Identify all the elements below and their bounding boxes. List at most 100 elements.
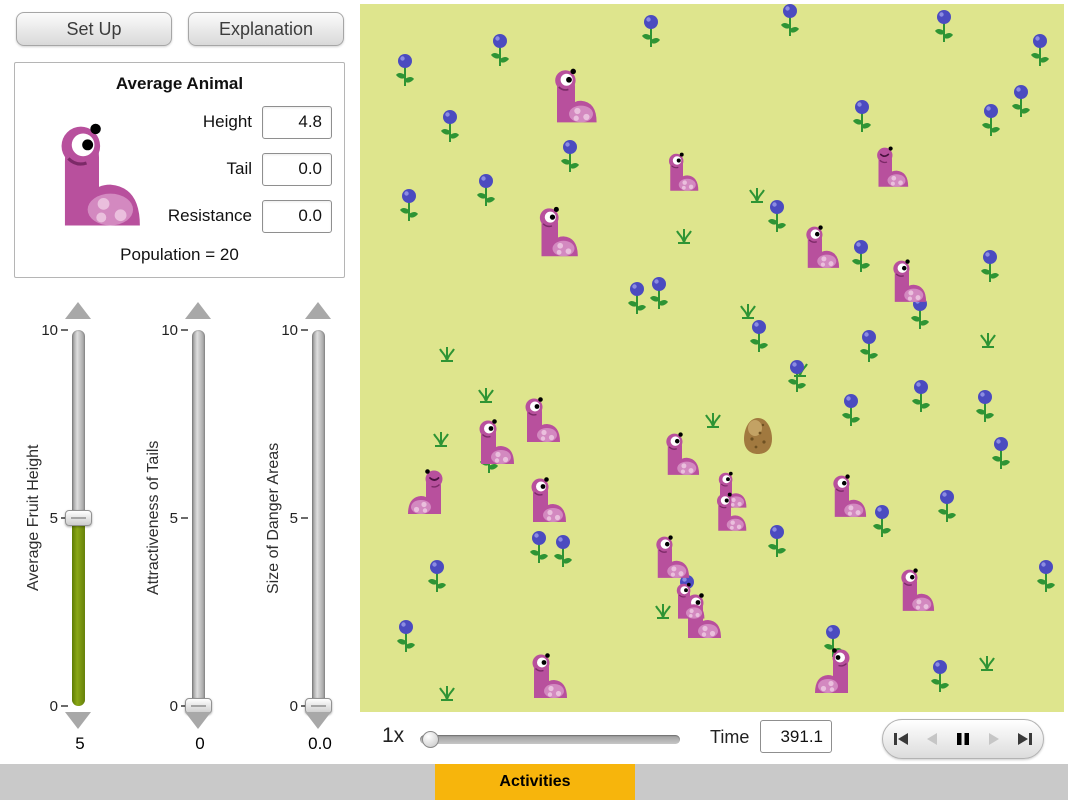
slider-value: 5 — [75, 734, 85, 753]
skip-to-end-button[interactable] — [1012, 725, 1038, 753]
bottom-bar: Activities — [0, 764, 1068, 800]
skip-to-start-button[interactable] — [888, 725, 914, 753]
creature[interactable] — [474, 418, 518, 466]
average-animal-panel: Average Animal Height 4.8 Tail 0.0 Resis… — [14, 62, 345, 278]
explanation-button[interactable]: Explanation — [188, 12, 344, 46]
slider-track[interactable] — [305, 330, 332, 714]
skip-to-start-icon — [894, 733, 908, 745]
slider-up-arrow[interactable] — [305, 302, 331, 319]
creature[interactable] — [888, 258, 930, 304]
step-back-button[interactable] — [919, 725, 945, 753]
fruit-plant — [553, 534, 573, 570]
fruit-plant — [975, 389, 995, 425]
tick-5: 5 — [22, 510, 68, 527]
fruit-plant — [980, 249, 1000, 285]
tick-mark — [181, 517, 188, 519]
slider-track[interactable] — [65, 330, 92, 706]
step-forward-icon — [989, 733, 999, 745]
fruit-plant — [780, 4, 800, 39]
grass-tuft — [438, 346, 456, 362]
step-back-icon — [927, 733, 937, 745]
creature[interactable] — [801, 224, 843, 270]
tail-row: Tail 0.0 — [226, 152, 332, 186]
creature[interactable] — [527, 652, 571, 700]
height-label: Height — [202, 112, 252, 131]
skip-to-end-icon — [1018, 733, 1032, 745]
fruit-plant — [396, 619, 416, 655]
creature[interactable] — [661, 431, 703, 477]
slider-average-fruit-height: Average Fruit Height 10 5 0 5 — [20, 298, 140, 760]
fruit-plant — [911, 379, 931, 415]
fruit-plant — [641, 14, 661, 50]
fruit-plant — [872, 504, 892, 540]
slider-track[interactable] — [185, 330, 212, 714]
fruit-plant — [767, 199, 787, 235]
creature[interactable] — [828, 473, 870, 519]
grass-tuft — [978, 655, 996, 671]
control-panel: Set Up Explanation Average Animal Height… — [0, 0, 360, 764]
fruit-plant — [395, 53, 415, 89]
slider-down-arrow[interactable] — [65, 712, 91, 729]
tick-mark — [301, 517, 308, 519]
tick-10: 10 — [262, 322, 308, 339]
fruit-plant — [787, 359, 807, 395]
average-animal-title: Average Animal — [115, 74, 244, 93]
creature[interactable] — [549, 67, 602, 125]
fruit-plant — [1011, 84, 1031, 120]
slider-fill — [72, 518, 85, 706]
creature[interactable] — [664, 152, 701, 193]
grass-tuft — [477, 387, 495, 403]
creature[interactable] — [404, 468, 448, 516]
creature[interactable] — [712, 492, 749, 533]
fruit-plant — [749, 319, 769, 355]
tick-0: 0 — [142, 698, 188, 715]
creature[interactable] — [811, 647, 855, 695]
tail-value: 0.0 — [262, 152, 332, 186]
creature[interactable] — [672, 582, 707, 620]
tick-mark — [181, 329, 188, 331]
fruit-plant — [1036, 559, 1056, 595]
grass-tuft — [654, 603, 672, 619]
step-forward-button[interactable] — [981, 725, 1007, 753]
fruit-plant — [529, 530, 549, 566]
creature[interactable] — [534, 206, 582, 259]
tick-0: 0 — [22, 698, 68, 715]
fruit-plant — [490, 33, 510, 69]
time-label: Time — [710, 727, 750, 747]
slider-handle[interactable] — [65, 510, 92, 526]
fruit-plant — [476, 173, 496, 209]
slider-down-arrow[interactable] — [305, 712, 331, 729]
population-label: Population = 20 — [120, 245, 239, 264]
time-controls: 1x Time 391.1 — [360, 712, 1068, 764]
pause-button[interactable] — [950, 725, 976, 753]
creature[interactable] — [651, 534, 693, 580]
fruit-plant — [841, 393, 861, 429]
fruit-plant — [399, 188, 419, 224]
speed-slider-handle[interactable] — [422, 731, 439, 748]
simulation-field — [360, 4, 1064, 712]
egg[interactable] — [742, 416, 774, 456]
fruit-plant — [934, 9, 954, 45]
time-value: 391.1 — [760, 720, 832, 753]
slider-value: 0.0 — [308, 734, 332, 753]
slider-up-arrow[interactable] — [185, 302, 211, 319]
creature[interactable] — [896, 567, 938, 613]
fruit-plant — [852, 99, 872, 135]
slider-down-arrow[interactable] — [185, 712, 211, 729]
creature[interactable] — [872, 145, 912, 188]
fruit-plant — [649, 276, 669, 312]
fruit-plant — [560, 139, 580, 175]
slider-attractiveness-of-tails: Attractiveness of Tails 10 5 0 0 — [140, 298, 260, 760]
grass-tuft — [739, 303, 757, 319]
tick-mark — [61, 517, 68, 519]
set-up-button[interactable]: Set Up — [16, 12, 172, 46]
activities-button[interactable]: Activities — [435, 764, 635, 800]
creature[interactable] — [520, 396, 564, 444]
tick-mark — [181, 705, 188, 707]
fruit-plant — [981, 103, 1001, 139]
slider-up-arrow[interactable] — [65, 302, 91, 319]
speed-slider[interactable] — [420, 731, 680, 748]
fruit-plant — [930, 659, 950, 695]
creature[interactable] — [526, 476, 570, 524]
fruit-plant — [823, 624, 843, 660]
